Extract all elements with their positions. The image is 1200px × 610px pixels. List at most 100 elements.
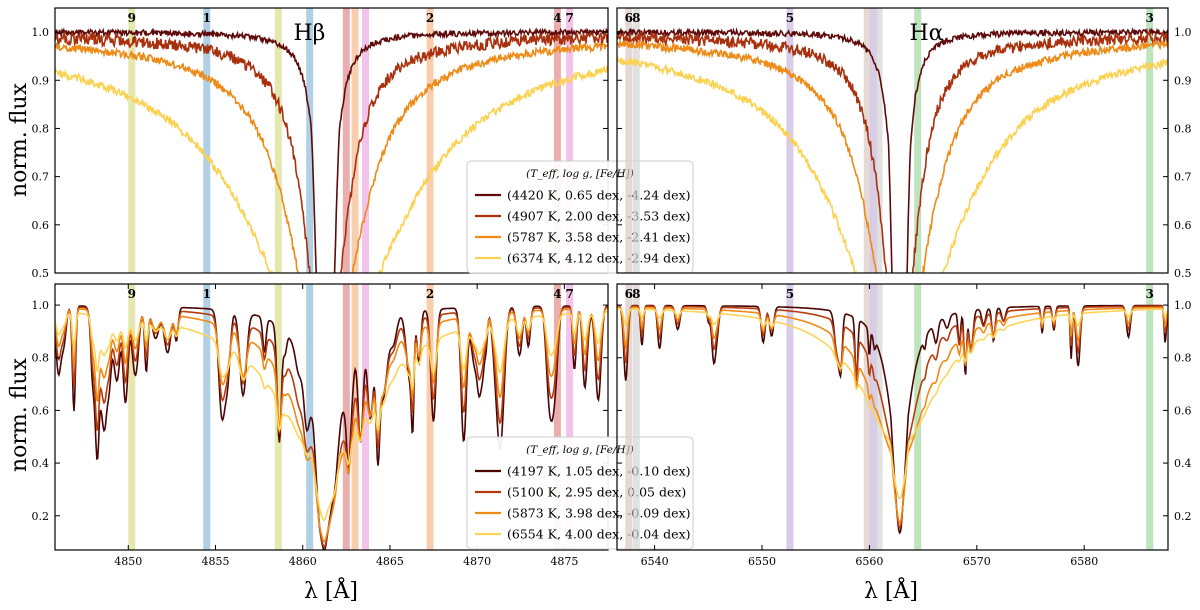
band-9-0 [128,284,136,550]
band-label-3: 3 [1146,287,1154,301]
plot-frame [54,283,609,551]
y-tick-label: 1.0 [32,26,50,39]
band-unlabeled-6 [362,284,370,550]
band-unlabeled-6 [914,284,922,550]
band-unlabeled-3 [306,8,314,273]
band-1-1 [203,8,211,273]
series-line-3 [617,306,1168,524]
band-5-2 [786,284,794,550]
band-8-1 [632,284,640,550]
band-unlabeled-5 [875,8,883,273]
x-tick-label: 6560 [855,555,883,568]
series-line-4 [617,307,1168,500]
x-tick-label: 4850 [114,555,142,568]
legend: (T_eff, log g, [Fe/H]) (4197 K, 1.05 dex,… [466,436,694,550]
series-line-2 [617,305,1168,530]
legend-entry-2: (5100 K, 2.95 dex, 0.05 dex) [507,485,686,500]
panel-top-right: 0.5 0.6 0.7 0.8 0.9 1.0 6 8 5 3 Hα [616,7,1192,280]
band-8-1 [632,8,640,273]
y-tick-label: 0.7 [32,171,50,184]
series-line-1 [617,304,1168,535]
x-axis-label-right: λ [Å] [864,576,918,604]
y-tick-label: 1.0 [32,299,50,312]
series-line-4 [55,310,608,521]
x-tick-label: 6570 [963,555,991,568]
panel-bottom-left: 0.2 0.4 0.6 0.8 1.0 4850 4855 4860 4865 4870 4875 9… [32,283,694,568]
band-label-9: 9 [128,287,136,301]
y-tick-label: 0.8 [32,352,50,365]
band-label-9: 9 [128,11,136,25]
series-line-2 [617,28,1168,273]
band-7-9 [566,284,574,550]
legend-entry-2: (4907 K, 2.00 dex, -3.53 dex) [507,209,691,224]
y-tick-label: 0.8 [1174,352,1192,365]
y-tick-label: 0.6 [1174,219,1192,232]
y-tick-label: 0.8 [32,122,50,135]
band-label-6: 6 [625,11,633,25]
y-axis-label-bottom: norm. flux [7,357,32,472]
x-tick-label: 4855 [201,555,229,568]
x-tick-label: 6550 [748,555,776,568]
y-tick-label: 0.2 [32,510,50,523]
band-label-8: 8 [632,287,640,301]
y-tick-label: 1.0 [1174,299,1192,312]
band-label-3: 3 [1146,11,1154,25]
y-tick-label: 1.0 [1174,26,1192,39]
legend-title: (T_eff, log g, [Fe/H]) [526,168,634,180]
line-annotation: Hα [909,21,943,46]
band-unlabeled-4 [870,8,878,273]
legend-entry-4: (6554 K, 4.00 dex, -0.04 dex) [507,527,691,542]
y-tick-label: 0.6 [1174,404,1192,417]
band-unlabeled-5 [351,284,359,550]
legend-entry-3: (5873 K, 3.98 dex, -0.09 dex) [507,506,691,521]
y-tick-label: 0.6 [32,219,50,232]
y-tick-label: 0.5 [32,267,50,280]
band-6-0 [625,8,633,273]
band-unlabeled-5 [351,8,359,273]
legend-entry-4: (6374 K, 4.12 dex, -2.94 dex) [507,251,691,266]
band-3-7 [1146,284,1154,550]
y-axis-label-top: norm. flux [7,82,32,197]
band-1-1 [203,284,211,550]
x-tick-label: 6580 [1070,555,1098,568]
band-label-5: 5 [786,287,794,301]
x-tick-label: 4875 [550,555,578,568]
band-unlabeled-4 [870,284,878,550]
legend-entry-1: (4420 K, 0.65 dex, -4.24 dex) [507,188,691,203]
series-line-4 [617,55,1168,273]
plot-frame [616,283,1169,551]
band-label-6: 6 [625,287,633,301]
y-tick-label: 0.9 [32,74,50,87]
plot-frame [54,7,609,274]
band-label-4: 4 [553,11,561,25]
series-line-1 [617,27,1168,273]
series-line-1 [55,27,608,273]
band-label-2: 2 [426,11,434,25]
band-label-7: 7 [565,11,573,25]
band-label-4: 4 [553,287,561,301]
series-line-3 [55,307,608,543]
band-4-8 [553,8,561,273]
series-line-4 [55,64,608,273]
x-tick-label: 6540 [641,555,669,568]
band-label-2: 2 [426,287,434,301]
band-unlabeled-3 [863,284,871,550]
line-annotation: Hβ [293,21,325,46]
y-tick-label: 0.4 [1174,457,1192,470]
band-6-0 [625,284,633,550]
band-unlabeled-6 [362,8,370,273]
y-tick-label: 0.6 [32,404,50,417]
band-5-2 [786,8,794,273]
plot-frame [616,7,1169,274]
panel-bottom-right: 0.2 0.4 0.6 0.8 1.0 6540 6550 6560 6570 6580 6 8 5 3 [616,283,1192,568]
legend-title: (T_eff, log g, [Fe/H]) [526,444,634,456]
band-2-7 [426,284,434,550]
band-label-5: 5 [786,11,794,25]
band-label-1: 1 [203,11,211,25]
band-3-7 [1146,8,1154,273]
band-4-8 [553,284,561,550]
band-unlabeled-3 [863,8,871,273]
band-unlabeled-3 [306,284,314,550]
legend-entry-3: (5787 K, 3.58 dex, -2.41 dex) [507,230,691,245]
